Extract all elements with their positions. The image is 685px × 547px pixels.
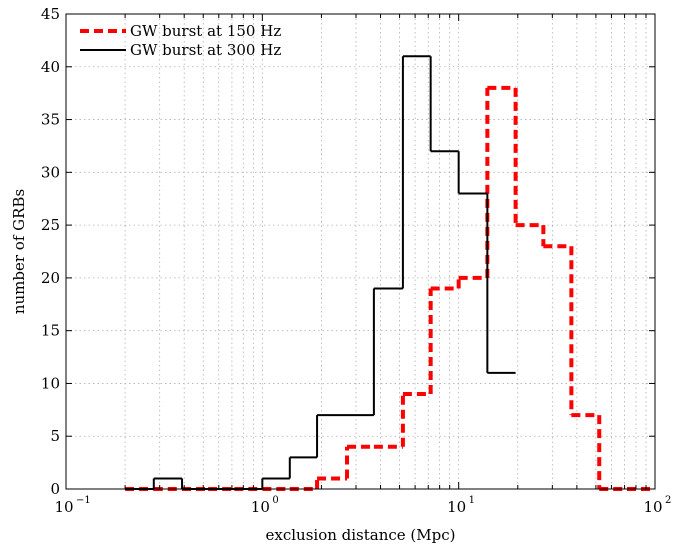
y-tick-label: 15 bbox=[41, 322, 60, 340]
series-1 bbox=[125, 55, 516, 490]
y-tick-label: 0 bbox=[50, 480, 60, 498]
series-layer bbox=[125, 55, 655, 491]
x-axis-label: exclusion distance (Mpc) bbox=[266, 526, 456, 544]
x-tick-exponent: 0 bbox=[272, 495, 278, 506]
legend-label-300hz: GW burst at 300 Hz bbox=[130, 41, 281, 59]
x-tick-label: 10 bbox=[251, 498, 270, 516]
y-tick-label: 20 bbox=[41, 269, 60, 287]
legend-label-150hz: GW burst at 150 Hz bbox=[130, 22, 281, 40]
x-tick-exponent: 1 bbox=[469, 495, 475, 506]
x-tick-label: 10 bbox=[643, 498, 662, 516]
y-tick-label: 5 bbox=[50, 427, 60, 445]
x-tick-label: 10 bbox=[54, 498, 73, 516]
plot-frame bbox=[65, 13, 656, 490]
y-tick-label: 10 bbox=[41, 374, 60, 392]
y-tick-label: 30 bbox=[41, 163, 60, 181]
y-tick-label: 40 bbox=[41, 58, 60, 76]
x-tick-exponent: 2 bbox=[665, 495, 671, 506]
y-axis-label: number of GRBs bbox=[10, 189, 28, 314]
grid-lines bbox=[66, 14, 655, 489]
legend: GW burst at 150 Hz GW burst at 300 Hz bbox=[80, 22, 281, 59]
axis-ticks bbox=[65, 13, 655, 490]
y-tick-label: 25 bbox=[41, 216, 60, 234]
y-tick-label: 45 bbox=[41, 5, 60, 23]
y-tick-label: 35 bbox=[41, 111, 60, 129]
x-tick-exponent: −1 bbox=[76, 495, 91, 506]
x-tick-label: 10 bbox=[447, 498, 466, 516]
